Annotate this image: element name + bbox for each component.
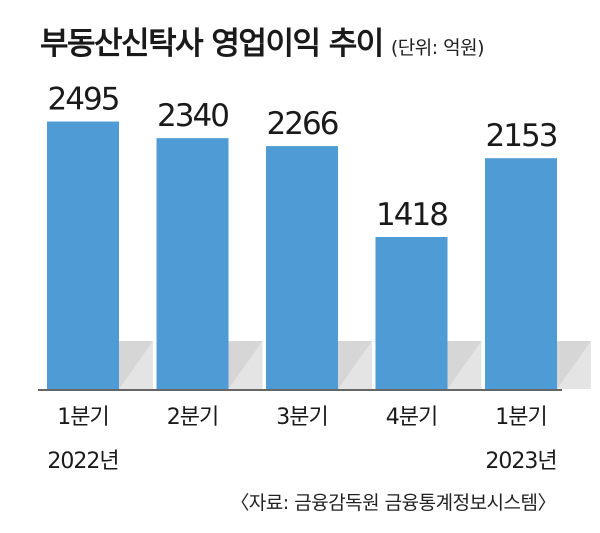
- unit-label: (단위: 억원): [390, 37, 485, 59]
- bar-shadow-edge: [557, 341, 591, 389]
- value-label: 2495: [48, 82, 119, 118]
- x-tick-year-label: 2023년: [485, 449, 556, 474]
- value-label: 1418: [376, 197, 447, 233]
- chart-header: 부동산신탁사 영업이익 추이 (단위: 억원): [40, 18, 485, 63]
- source-note: 〈자료: 금융감독원 금융통계정보시스템〉: [230, 492, 556, 514]
- bar: [266, 146, 338, 389]
- x-tick-label: 3분기: [276, 405, 327, 430]
- bar-shadow-edge: [447, 341, 482, 389]
- bar: [47, 121, 119, 389]
- x-tick-label: 2분기: [167, 405, 218, 430]
- bar-shadow-edge: [338, 341, 372, 389]
- bar-shadow-edge: [228, 341, 263, 389]
- value-label: 2266: [267, 106, 338, 142]
- x-tick-label: 1분기: [57, 405, 108, 430]
- bar: [375, 236, 448, 389]
- x-tick-label: 4분기: [386, 405, 437, 430]
- bar: [485, 158, 557, 389]
- value-label: 2153: [486, 118, 557, 154]
- x-tick-year-label: 2022년: [47, 449, 118, 474]
- bar-shadow-edge: [119, 341, 153, 389]
- chart-title: 부동산신탁사 영업이익 추이: [40, 26, 384, 62]
- x-tick-label: 1분기: [495, 405, 546, 430]
- bar: [156, 138, 229, 389]
- value-label: 2340: [157, 98, 228, 134]
